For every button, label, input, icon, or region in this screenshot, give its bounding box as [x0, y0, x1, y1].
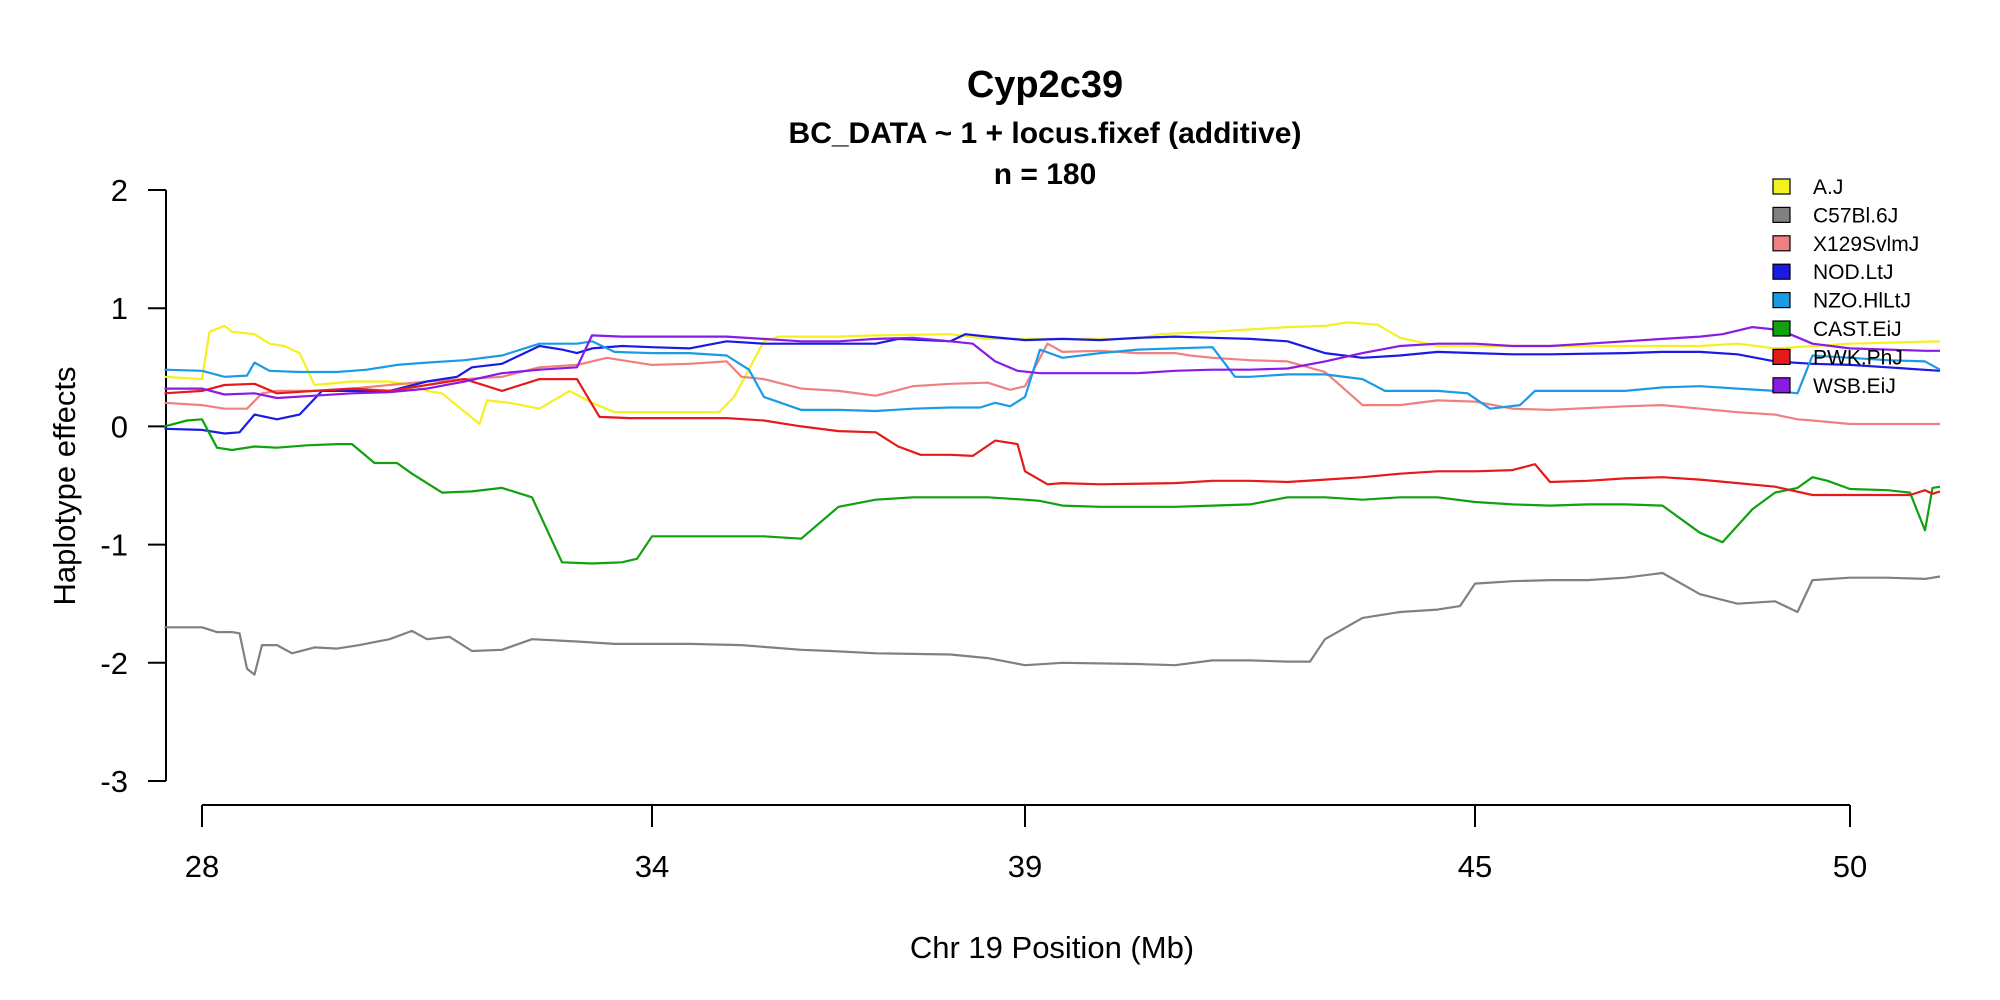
legend-label: A.J [1813, 176, 1843, 199]
series-line-a-j [164, 321, 1941, 426]
y-tick-label: -2 [100, 646, 128, 681]
legend-label: C57Bl.6J [1813, 204, 1898, 227]
legend-label: WSB.EiJ [1813, 375, 1896, 398]
legend-swatch [1772, 178, 1791, 195]
chart-subtitle: BC_DATA ~ 1 + locus.fixef (additive) [789, 117, 1302, 150]
y-tick-label: 0 [111, 409, 128, 444]
series-line-c57bl-6j [164, 571, 1941, 676]
legend-swatch [1772, 348, 1791, 365]
y-tick-label: -3 [100, 764, 128, 799]
series-line-nzo-hlltj [164, 340, 1941, 413]
legend-swatch [1772, 320, 1791, 337]
legend-swatch [1772, 235, 1791, 252]
series-line-wsb-eij [164, 326, 1940, 400]
x-axis: 28 34 39 45 50 [185, 804, 1867, 884]
x-tick-label: 39 [1008, 849, 1042, 884]
y-tick-label: 1 [111, 291, 128, 326]
legend-item: WSB.EiJ [1772, 375, 1896, 398]
legend-item: NOD.LtJ [1772, 261, 1894, 284]
legend-label: PWK.PhJ [1813, 346, 1903, 369]
x-tick-label: 50 [1833, 849, 1867, 884]
series-layer [164, 321, 1941, 676]
legend-label: NOD.LtJ [1813, 261, 1894, 284]
legend-swatch [1772, 263, 1791, 280]
legend-swatch [1772, 377, 1791, 394]
x-tick-label: 34 [635, 849, 669, 884]
legend-item: PWK.PhJ [1772, 346, 1903, 369]
x-tick-label: 45 [1458, 849, 1492, 884]
legend-item: NZO.HlLtJ [1772, 290, 1911, 313]
x-tick-label: 28 [185, 849, 219, 884]
legend-item: X129SvlmJ [1772, 233, 1919, 256]
legend-label: NZO.HlLtJ [1813, 290, 1911, 313]
legend-item: C57Bl.6J [1772, 204, 1898, 227]
y-axis: 2 1 0 -1 -2 -3 [100, 173, 167, 799]
series-line-pwk-phj [164, 378, 1941, 497]
legend-label: CAST.EiJ [1813, 318, 1902, 341]
sample-size-label: n = 180 [994, 158, 1097, 191]
legend-item: A.J [1772, 176, 1843, 199]
y-axis-label: Haplotype effects [47, 367, 82, 606]
legend: A.J C57Bl.6J X129SvlmJ NOD.LtJ NZO.HlLtJ CAST… [1772, 176, 1919, 398]
legend-item: CAST.EiJ [1772, 318, 1902, 341]
chart-title: Cyp2c39 [967, 64, 1123, 106]
legend-label: X129SvlmJ [1813, 233, 1919, 256]
legend-swatch [1772, 206, 1791, 223]
x-axis-label: Chr 19 Position (Mb) [910, 930, 1194, 965]
series-line-cast-eij [164, 418, 1941, 565]
y-tick-label: -1 [100, 528, 128, 563]
y-tick-label: 2 [111, 173, 128, 208]
legend-swatch [1772, 292, 1791, 309]
